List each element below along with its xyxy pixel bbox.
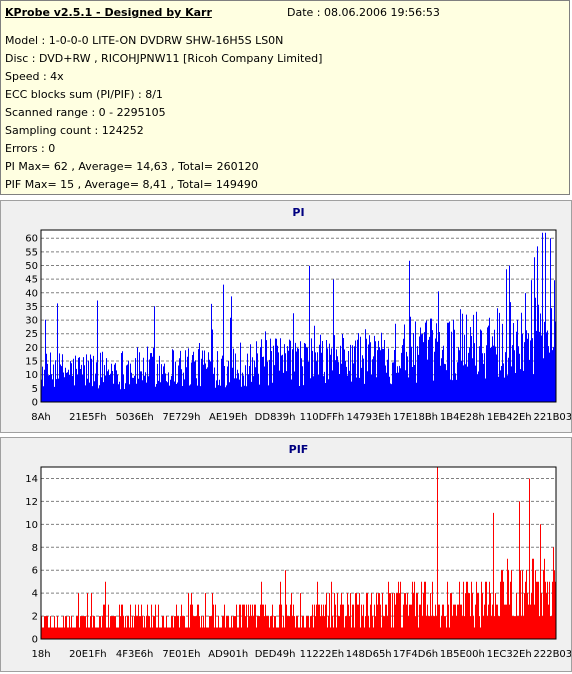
app-title: KProbe v2.5.1 - Designed by Karr — [5, 6, 212, 19]
y-tick-label: 20 — [25, 343, 38, 354]
info-panel: KProbe v2.5.1 - Designed by Karr Date : … — [0, 0, 570, 195]
info-errors: Errors : 0 — [5, 142, 56, 155]
chart-title: PIF — [289, 443, 309, 456]
x-tick-label: 4F3E6h — [116, 649, 154, 660]
info-disc: Disc : DVD+RW , RICOHJPNW11 [Ricoh Compa… — [5, 52, 323, 65]
x-tick-label: 222B03h — [533, 649, 571, 660]
y-tick-label: 30 — [25, 316, 38, 327]
info-pi-stats: PI Max= 62 , Average= 14,63 , Total= 260… — [5, 160, 259, 173]
x-tick-label: 21E5Fh — [69, 412, 107, 423]
x-tick-label: AD901h — [208, 649, 248, 660]
x-tick-label: 14793Eh — [346, 412, 390, 423]
y-tick-label: 14 — [25, 474, 38, 485]
x-tick-label: 5036Eh — [116, 412, 154, 423]
y-tick-label: 50 — [25, 261, 38, 272]
x-tick-label: AE19Eh — [209, 412, 248, 423]
scan-date: Date : 08.06.2006 19:56:53 — [287, 6, 440, 19]
info-sampling-count: Sampling count : 124252 — [5, 124, 144, 137]
info-model: Model : 1-0-0-0 LITE-ON DVDRW SHW-16H5S … — [5, 34, 284, 47]
x-tick-label: 7E729h — [162, 412, 200, 423]
x-tick-label: 11222Eh — [300, 649, 344, 660]
x-tick-label: 8Ah — [31, 412, 51, 423]
info-pif-stats: PIF Max= 15 , Average= 8,41 , Total= 149… — [5, 178, 258, 191]
info-ecc-blocks: ECC blocks sum (PI/PIF) : 8/1 — [5, 88, 163, 101]
pi-chart-panel: PI 0 5 10 15 20 25 30 35 40 45 50 55 60 8Ah 21E5Fh 5036E… — [0, 200, 572, 433]
x-tick-label: 1B5E00h — [440, 649, 485, 660]
pi-chart: PI 0 5 10 15 20 25 30 35 40 45 50 55 60 8Ah 21E5Fh 5036E… — [25, 206, 572, 423]
y-tick-label: 12 — [25, 497, 38, 508]
x-tick-label: DD839h — [255, 412, 296, 423]
chart-title: PI — [292, 206, 304, 219]
x-tick-label: 148D65h — [346, 649, 392, 660]
x-tick-label: 7E01Eh — [162, 649, 200, 660]
x-tick-label: 17F4D6h — [393, 649, 438, 660]
y-tick-label: 35 — [25, 302, 38, 313]
y-tick-label: 15 — [25, 357, 38, 368]
pif-chart-panel: PIF 0 2 4 6 8 10 12 14 18h 20E1Fh 4F3E6h 7E01Eh AD901… — [0, 437, 572, 672]
info-speed: Speed : 4x — [5, 70, 64, 83]
plot-frame — [40, 229, 557, 403]
plot-area — [41, 467, 556, 639]
y-tick-label: 60 — [25, 234, 38, 245]
x-tick-label: 1EC32Eh — [487, 649, 532, 660]
y-tick-label: 25 — [25, 329, 38, 340]
y-tick-label: 4 — [32, 589, 38, 600]
plot-frame — [40, 466, 557, 640]
y-tick-label: 5 — [32, 384, 38, 395]
y-tick-label: 6 — [32, 566, 38, 577]
x-tick-label: 20E1Fh — [69, 649, 107, 660]
y-tick-label: 8 — [32, 543, 38, 554]
y-tick-label: 45 — [25, 275, 38, 286]
x-tick-label: 17E18Bh — [393, 412, 438, 423]
x-tick-label: 18h — [31, 649, 50, 660]
y-tick-label: 40 — [25, 288, 38, 299]
pif-chart: PIF 0 2 4 6 8 10 12 14 18h 20E1Fh 4F3E6h 7E01Eh AD901… — [25, 443, 572, 660]
x-tick-label: 110DFFh — [300, 412, 345, 423]
info-scanned-range: Scanned range : 0 - 2295105 — [5, 106, 166, 119]
x-tick-label: DED49h — [255, 649, 296, 660]
y-tick-label: 0 — [32, 398, 38, 409]
y-tick-label: 0 — [32, 635, 38, 646]
y-tick-label: 2 — [32, 612, 38, 623]
x-tick-label: 1EB42Eh — [487, 412, 532, 423]
x-tick-label: 221B03h — [533, 412, 571, 423]
x-tick-label: 1B4E28h — [440, 412, 485, 423]
y-tick-label: 10 — [25, 520, 38, 531]
y-tick-label: 10 — [25, 370, 38, 381]
y-tick-label: 55 — [25, 247, 38, 258]
